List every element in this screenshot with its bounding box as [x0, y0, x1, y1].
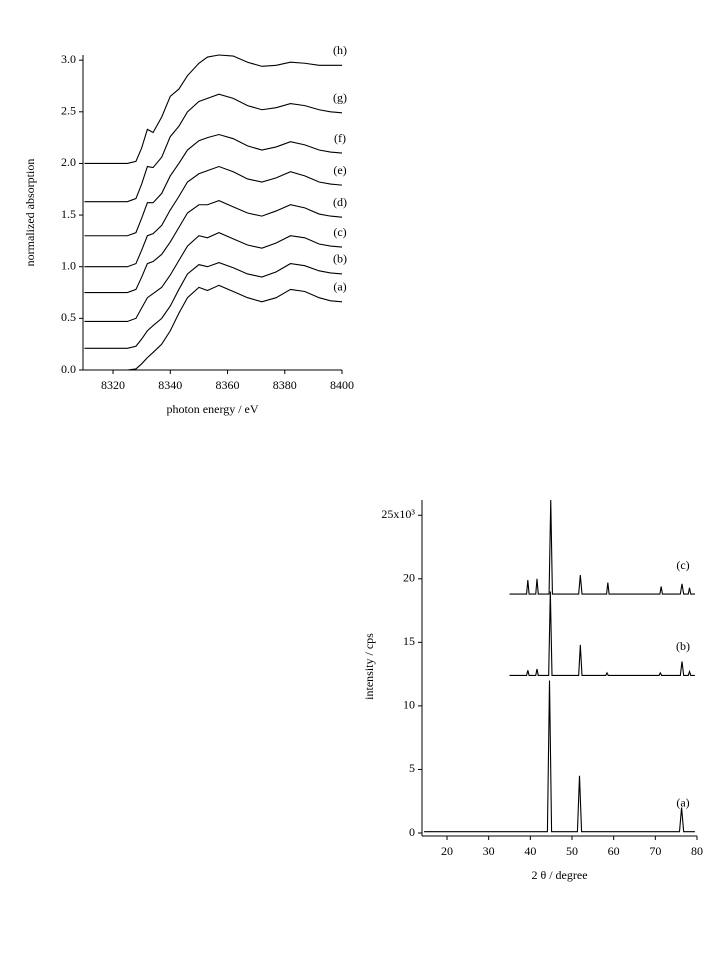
x-tick-label: 20: [441, 844, 453, 858]
y-tick-label: 5: [409, 761, 415, 775]
x-tick-label: 70: [649, 844, 661, 858]
series-line: [84, 200, 343, 294]
series-label: (g): [333, 91, 347, 105]
x-tick-label: 8340: [158, 378, 182, 392]
series-line: [84, 284, 343, 371]
series-line: [84, 54, 342, 164]
y-tick-label: 2.5: [61, 104, 76, 118]
series-label: (e): [333, 163, 346, 177]
y-tick-label: 25x10³: [381, 507, 415, 521]
y-tick-label: 0.5: [61, 310, 76, 324]
series-label: (a): [676, 795, 689, 809]
y-tick-label: 20: [403, 571, 415, 585]
x-tick-label: 8320: [101, 378, 125, 392]
series-line: [84, 262, 343, 349]
y-tick-label: 3.0: [61, 52, 76, 66]
series-label: (a): [333, 280, 346, 294]
x-tick-label: 40: [524, 844, 536, 858]
series-label: (b): [676, 639, 690, 653]
series-label: (h): [333, 43, 347, 57]
x-axis-title: photon energy / eV: [166, 402, 258, 416]
x-tick-label: 30: [483, 844, 495, 858]
y-tick-label: 0: [409, 825, 415, 839]
series-label: (c): [333, 225, 346, 239]
series-line: [84, 232, 343, 323]
y-tick-label: 15: [403, 634, 415, 648]
series-line: [84, 165, 343, 268]
series-line: [84, 93, 343, 203]
series-line: [84, 133, 343, 237]
series-label: (c): [676, 558, 689, 572]
x-tick-label: 8360: [216, 378, 240, 392]
y-tick-label: 2.0: [61, 155, 76, 169]
y-tick-label: 0.0: [61, 362, 76, 376]
x-tick-label: 80: [691, 844, 703, 858]
x-tick-label: 50: [566, 844, 578, 858]
x-tick-label: 8380: [273, 378, 297, 392]
x-tick-label: 8400: [330, 378, 354, 392]
series-line: [509, 499, 695, 595]
series-label: (f): [334, 131, 346, 145]
x-axis-title: 2 θ / degree: [531, 868, 587, 882]
x-tick-label: 60: [608, 844, 620, 858]
y-tick-label: 1.5: [61, 207, 76, 221]
series-line: [424, 680, 695, 833]
y-tick-label: 10: [403, 698, 415, 712]
y-axis-title: intensity / cps: [362, 633, 376, 700]
y-tick-label: 1.0: [61, 258, 76, 272]
series-label: (d): [333, 195, 347, 209]
y-axis-title: normalized absorption: [23, 159, 37, 267]
series-label: (b): [333, 252, 347, 266]
series-line: [509, 591, 695, 676]
